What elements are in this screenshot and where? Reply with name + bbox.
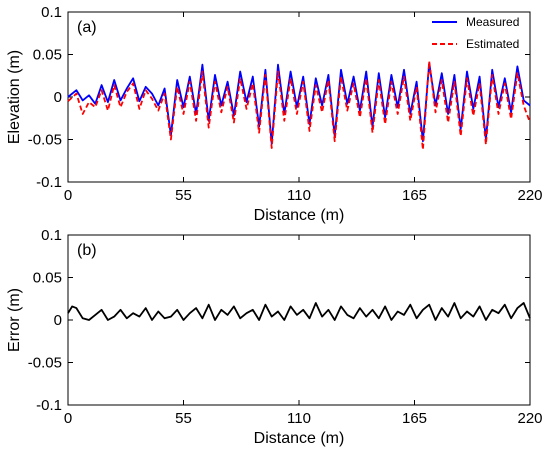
- x-tick-label: 110: [287, 410, 311, 427]
- x-tick-label: 165: [402, 187, 427, 204]
- y-tick-label: 0.1: [41, 4, 62, 21]
- y-tick-label: -0.1: [36, 174, 62, 191]
- y-tick-label: -0.05: [28, 132, 62, 149]
- x-tick-label: 0: [64, 187, 72, 204]
- y-tick-label: 0.05: [33, 270, 62, 287]
- y-ticks-b: -0.1 -0.05 0 0.05 0.1: [28, 227, 530, 414]
- x-tick-label: 220: [517, 410, 542, 427]
- y-axis-label-b: Error (m): [6, 288, 23, 352]
- y-ticks-a: -0.1 -0.05 0 0.05 0.1: [28, 4, 530, 191]
- series-group-a: [67, 60, 531, 151]
- x-axis-label-b: Distance (m): [254, 430, 345, 447]
- series-line-measured-a: [67, 62, 531, 145]
- x-tick-label: 165: [402, 410, 427, 427]
- y-tick-label: -0.1: [36, 397, 62, 414]
- panel-label-a: (a): [77, 19, 97, 36]
- series-line-estimated-a: [67, 60, 531, 151]
- panel-label-b: (b): [77, 242, 97, 259]
- x-ticks-a: 0 55 110 165 220: [64, 12, 543, 204]
- x-tick-label: 0: [64, 410, 72, 427]
- legend: Measured Estimated: [427, 14, 528, 52]
- x-tick-label: 110: [287, 187, 311, 204]
- legend-label-measured: Measured: [466, 15, 519, 29]
- panel-a: 0 55 110 165 220 -0.1 -0.05 0 0.05 0.1 (a) Dista…: [6, 4, 543, 224]
- x-axis-label-a: Distance (m): [254, 207, 345, 224]
- x-tick-label: 55: [175, 410, 192, 427]
- plot-area-b: [67, 234, 531, 406]
- series-line-error-b: [67, 302, 531, 321]
- y-axis-label-a: Elevation (m): [6, 50, 23, 144]
- y-tick-label: 0: [54, 89, 62, 106]
- panel-b: 0 55 110 165 220 -0.1 -0.05 0 0.05 0.1 (b) Dista…: [6, 227, 543, 447]
- y-tick-label: 0.05: [33, 47, 62, 64]
- x-tick-label: 55: [175, 187, 192, 204]
- y-tick-label: 0.1: [41, 227, 62, 244]
- x-tick-label: 220: [517, 187, 542, 204]
- y-tick-label: 0: [54, 312, 62, 329]
- legend-box: [427, 14, 528, 52]
- legend-label-estimated: Estimated: [466, 37, 519, 51]
- x-ticks-b: 0 55 110 165 220: [64, 235, 543, 427]
- y-tick-label: -0.05: [28, 355, 62, 372]
- series-group-b: [67, 302, 531, 321]
